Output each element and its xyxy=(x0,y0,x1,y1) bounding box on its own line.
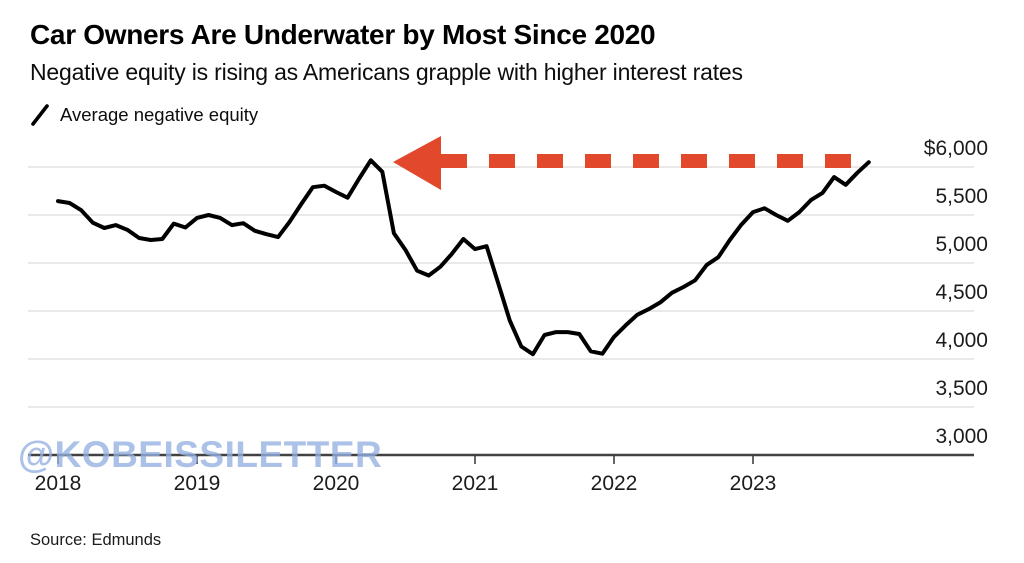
y-axis-label: 4,500 xyxy=(935,281,988,304)
source-note: Source: Edmunds xyxy=(30,531,162,549)
x-axis-label: 2019 xyxy=(173,472,221,495)
y-axis-label: 5,000 xyxy=(935,233,988,256)
legend: Average negative equity xyxy=(30,103,258,127)
y-axis-label: 3,500 xyxy=(935,377,988,400)
chart-subtitle: Negative equity is rising as Americans g… xyxy=(30,59,743,85)
line-series-icon xyxy=(31,104,49,126)
y-axis-label: 3,000 xyxy=(935,425,988,448)
chart-title: Car Owners Are Underwater by Most Since … xyxy=(30,19,656,50)
legend-label: Average negative equity xyxy=(60,104,259,125)
equity-line xyxy=(56,158,871,357)
x-axis-label: 2023 xyxy=(729,472,777,495)
y-axis-label: $6,000 xyxy=(923,137,988,160)
x-axis-label: 2022 xyxy=(590,472,638,495)
trend-arrow-head xyxy=(393,136,441,190)
x-axis-label: 2018 xyxy=(34,472,82,495)
y-axis-label: 5,500 xyxy=(935,185,988,208)
x-axis-label: 2020 xyxy=(312,472,360,495)
y-axis-label: 4,000 xyxy=(935,329,988,352)
x-axis-label: 2021 xyxy=(451,472,499,495)
